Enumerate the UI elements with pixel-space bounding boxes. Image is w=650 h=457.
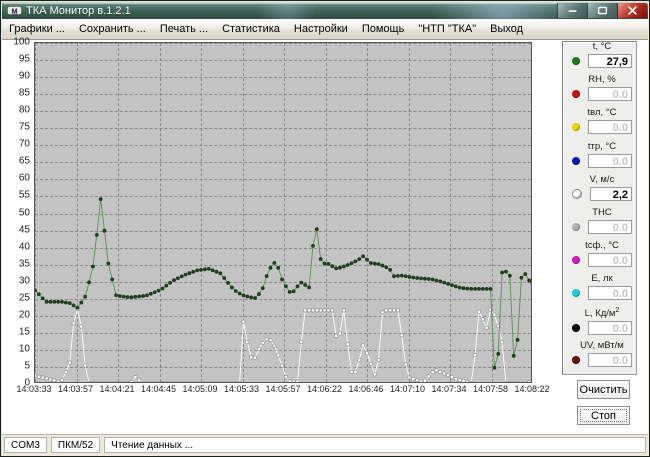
svg-text:M: M — [12, 8, 18, 15]
